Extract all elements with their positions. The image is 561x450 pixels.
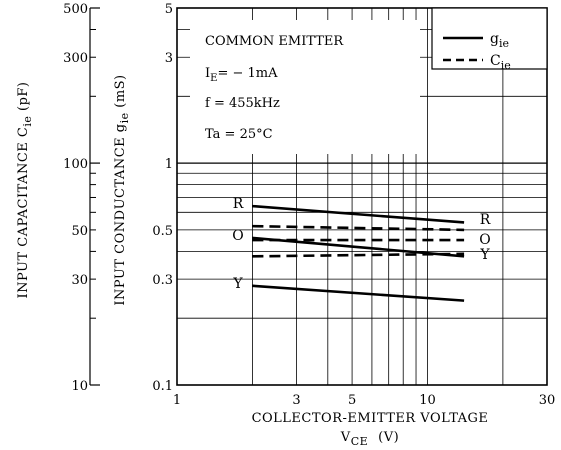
cie-axis	[90, 8, 100, 385]
y-tick-label-cie: 50	[71, 224, 88, 239]
x-axis-title: COLLECTOR-EMITTER VOLTAGE	[252, 411, 489, 426]
x-tick-label: 5	[348, 393, 356, 408]
y-tick-label-cie: 500	[63, 2, 88, 17]
curve-label-left: Y	[232, 276, 243, 292]
y-tick-label-cie: 10	[71, 379, 88, 394]
y-tick-label-cie: 100	[63, 157, 88, 172]
x-tick-label: 10	[419, 393, 436, 408]
series-line-gie-y	[252, 286, 464, 301]
condition-common-emitter: COMMON EMITTER	[205, 34, 344, 49]
condition-temperature: Ta = 25°C	[205, 127, 273, 142]
curve-label-right: R	[480, 212, 491, 228]
series-line-cie-y	[252, 254, 464, 257]
y-tick-label-cie: 30	[71, 273, 88, 288]
curve-label-right: Y	[479, 247, 490, 263]
curve-label-left: O	[232, 228, 243, 244]
y-tick-label-gie: 0.3	[152, 273, 173, 288]
y-tick-label-gie: 0.1	[152, 379, 173, 394]
curve-label-left: R	[233, 196, 244, 212]
y-tick-label-gie: 1	[165, 157, 173, 172]
series-line-gie-r	[252, 206, 464, 222]
y-axis-title-cie: INPUT CAPACITANCE Cie (pF)	[16, 81, 34, 298]
curve-label-right: O	[479, 232, 490, 248]
series-lines	[252, 206, 464, 301]
y-axis-title-gie: INPUT CONDUCTANCE gie (mS)	[113, 74, 131, 305]
y-tick-label-gie: 5	[165, 2, 173, 17]
series-line-cie-r	[252, 226, 464, 230]
y-tick-label-cie: 300	[63, 51, 88, 66]
condition-frequency: f = 455kHz	[205, 96, 280, 111]
x-tick-label: 30	[539, 393, 556, 408]
y-tick-label-gie: 0.5	[152, 224, 173, 239]
x-tick-label: 3	[292, 393, 300, 408]
y-tick-label-gie: 3	[165, 51, 173, 66]
x-tick-label: 1	[173, 393, 181, 408]
x-axis-subtitle: VCE (V)	[340, 430, 399, 448]
